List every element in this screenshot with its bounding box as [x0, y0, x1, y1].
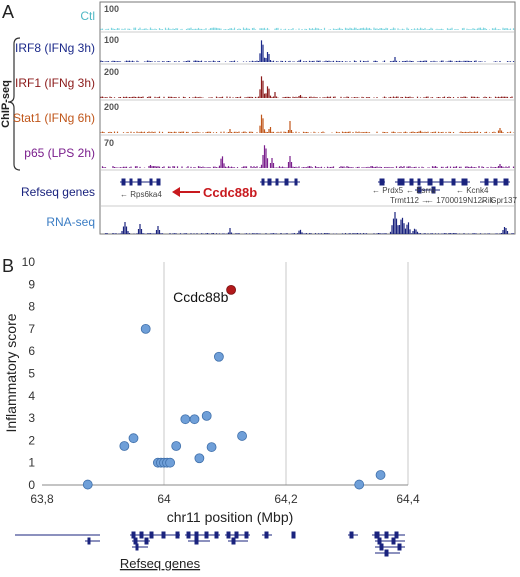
signal-track-stat1 [100, 114, 515, 133]
scatter-point [354, 479, 365, 490]
gene-label-prdx5: ← Prdx5 [372, 186, 404, 195]
gene-label-trmt112: Trmt112 → [390, 196, 429, 205]
y-tick-label: 9 [28, 277, 35, 291]
highlight-point [226, 284, 237, 295]
scatter-point [237, 431, 247, 441]
signal-track-rnaseq [104, 212, 515, 234]
scatter-point [119, 441, 130, 451]
track-label-ctl: Ctl [80, 9, 95, 23]
signal-track-irf8 [100, 40, 515, 62]
gene-label-ccdc88b: Ccdc88b [203, 185, 257, 200]
track-label-stat1: Stat1 (IFNg 6h) [13, 111, 95, 125]
scatter-point [213, 351, 224, 362]
scatter-point [140, 323, 151, 334]
y-tick-labels: 0 1 2 3 4 5 6 7 8 9 10 [22, 255, 36, 492]
gene-label-kcnk4: ← Kcnk4 [456, 186, 489, 195]
signal-track-p65 [101, 145, 515, 168]
refseq-genes-label: Refseq genes [21, 185, 95, 199]
y-tick-label: 7 [28, 322, 35, 336]
gene-label-esrra: ← Esrra [406, 186, 436, 195]
scatter-point [171, 441, 182, 451]
x-axis-label: chr11 position (Mbp) [167, 509, 294, 525]
scatter-point [180, 414, 191, 425]
panel-a-letter: A [2, 2, 14, 22]
panel-b-letter: B [2, 256, 14, 276]
scatter-point [194, 453, 205, 464]
y-tick-label: 1 [28, 456, 35, 470]
signal-track-irf1 [100, 76, 513, 98]
signal-track-ctl [100, 27, 515, 30]
y-tick-label: 10 [22, 255, 36, 269]
vertical-gridlines [163, 262, 409, 485]
scale-irf8: 100 [104, 35, 119, 45]
scatter-point [165, 457, 176, 468]
y-tick-label: 3 [28, 411, 35, 425]
browser-gene-models [120, 178, 510, 194]
scatter-point [201, 410, 212, 421]
scatter-point [206, 442, 217, 452]
y-tick-label: 2 [28, 433, 35, 447]
chart-gene-models [15, 531, 405, 557]
gene-label-rps6ka4: ← Rps6ka4 [120, 190, 162, 199]
track-label-p65: p65 (LPS 2h) [24, 146, 95, 160]
ccdc88b-arrow-icon [172, 187, 200, 197]
track-label-irf8: IRF8 (IFNg 3h) [15, 41, 95, 55]
y-tick-label: 8 [28, 300, 35, 314]
x-tick-label: 64,4 [396, 492, 420, 506]
scatter-points [82, 284, 386, 490]
scale-irf1: 200 [104, 67, 119, 77]
y-axis-label: Inflammatory score [3, 313, 19, 432]
x-tick-label: 64,2 [274, 492, 298, 506]
chip-seq-label: ChIP-seq [0, 80, 12, 128]
x-tick-label: 63,8 [30, 492, 54, 506]
highlight-point-label: Ccdc88b [173, 289, 228, 305]
y-tick-label: 5 [28, 367, 35, 381]
rna-seq-label: RNA-seq [46, 215, 95, 229]
genome-browser-frame [99, 1, 516, 235]
gene-label-1700019n12rik: ← 1700019N12Rik [426, 196, 495, 205]
scatter-point [128, 433, 139, 444]
scale-ctl: 100 [104, 4, 119, 14]
scatter-point [189, 414, 200, 425]
x-tick-label: 64 [157, 492, 171, 506]
y-tick-label: 4 [28, 389, 35, 403]
y-tick-label: 0 [28, 478, 35, 492]
scatter-point [82, 479, 93, 490]
chart-refseq-label: Refseq genes [120, 556, 201, 571]
y-tick-label: 6 [28, 344, 35, 358]
chip-seq-bracket: ChIP-seq [0, 37, 21, 171]
track-label-irf1: IRF1 (IFNg 3h) [15, 76, 95, 90]
scale-p65: 70 [104, 138, 114, 148]
x-tick-labels: 63,8 64 64,2 64,4 [30, 492, 420, 506]
scale-stat1: 200 [104, 102, 119, 112]
gene-label-gpr137: ← Gpr137 [480, 196, 517, 205]
scatter-point [375, 470, 386, 480]
